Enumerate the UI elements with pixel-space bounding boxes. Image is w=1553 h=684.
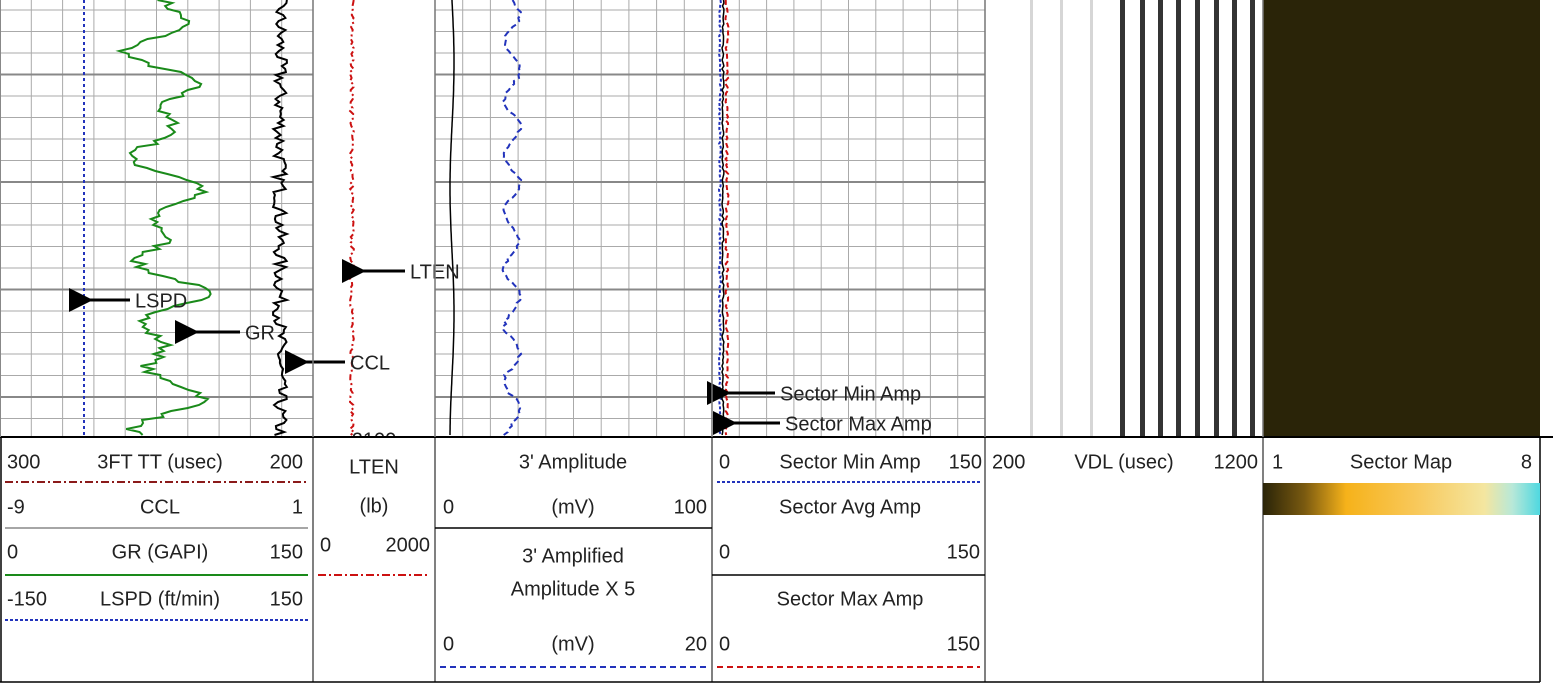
header-label: (mV) [551,496,594,518]
annotation-label: Sector Min Amp [780,383,921,405]
annotation-label: CCL [350,352,390,374]
header-label: 8 [1521,451,1532,473]
vdl-stripe [1140,0,1145,437]
header-label: Sector Avg Amp [779,496,921,518]
vdl-stripe [1120,0,1125,437]
header-label: Amplitude X 5 [511,578,636,600]
header-label: CCL [140,496,180,518]
sector-map-scale [1263,483,1540,515]
header-label: VDL (usec) [1074,451,1173,473]
amp-curve [449,0,455,435]
header-label: LTEN [349,456,399,478]
header-label: 1200 [1214,451,1259,473]
header-label: 1 [292,496,303,518]
gr-curve [115,0,212,436]
header-label: 0 [7,541,18,563]
header-label: 0 [443,633,454,655]
header-label: Sector Min Amp [779,451,920,473]
header-label: 0 [719,541,730,563]
header-label: 200 [992,451,1025,473]
header-label: LSPD (ft/min) [100,588,220,610]
header-label: 0 [719,451,730,473]
header-label: 200 [270,451,303,473]
header-label: 1 [1272,451,1283,473]
header-label: 300 [7,451,40,473]
header-label: 3' Amplified [522,545,624,567]
ccl-curve [269,0,291,436]
header-label: -9 [7,496,25,518]
header-label: 3FT TT (usec) [97,451,223,473]
header-label: (lb) [360,495,389,517]
sector-map-image [1263,0,1540,437]
vdl-stripe [1232,0,1237,437]
header-label: Sector Map [1350,451,1452,473]
vdl-stripe [1030,0,1033,437]
annotation-label: LSPD [135,290,187,312]
header-label: Sector Max Amp [777,588,924,610]
header-label: 3' Amplitude [519,451,627,473]
vdl-stripe [1195,0,1200,437]
vdl-stripe [1214,0,1219,437]
vdl-stripe [1176,0,1181,437]
header-label: 2000 [386,534,431,556]
header-label: (mV) [551,633,594,655]
header-label: 150 [270,588,303,610]
header-label: GR (GAPI) [112,541,209,563]
header-label: 100 [674,496,707,518]
sector-min-curve [717,0,723,436]
lten-curve [348,0,356,436]
header-label: 0 [719,633,730,655]
vdl-stripe [1250,0,1255,437]
sector-max-curve [724,0,730,436]
vdl-stripe [1060,0,1063,437]
header-label: 0 [320,534,331,556]
header-label: -150 [7,588,47,610]
header-label: 0 [443,496,454,518]
header-label: 150 [270,541,303,563]
amp5-curve [501,0,523,436]
header-label: 20 [685,633,707,655]
annotation-label: Sector Max Amp [785,413,932,435]
depth-label: 2100 [352,429,397,451]
header-label: 150 [949,451,982,473]
sector-avg-curve [721,0,725,436]
vdl-stripe [1090,0,1093,437]
vdl-stripe [1158,0,1163,437]
annotation-label: GR [245,322,275,344]
header-label: 150 [947,541,980,563]
header-label: 150 [947,633,980,655]
